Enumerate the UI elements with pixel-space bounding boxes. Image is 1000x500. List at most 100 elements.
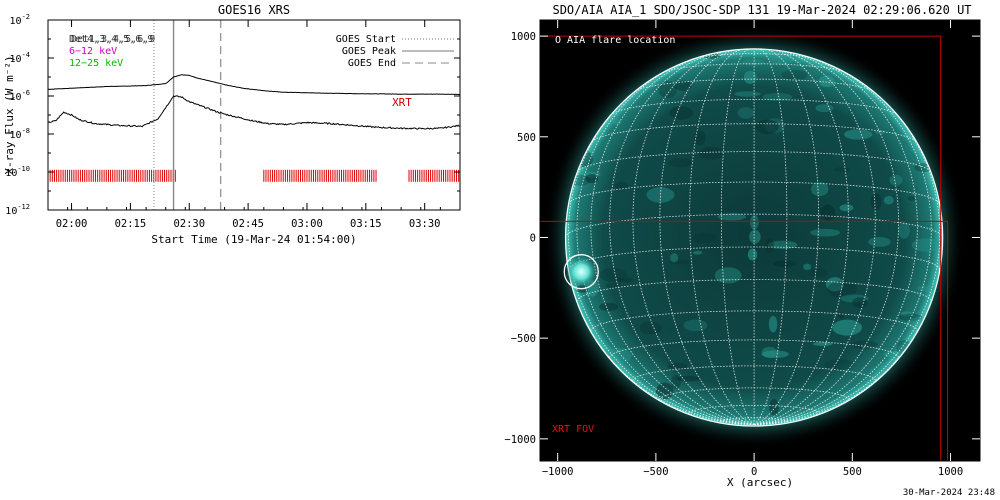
disk-feature xyxy=(669,260,691,265)
disk-feature xyxy=(868,237,891,247)
grid-line xyxy=(576,60,755,425)
disk-feature xyxy=(764,237,774,254)
disk-feature xyxy=(658,80,677,99)
aia-plot-frame xyxy=(539,19,981,462)
goes-x-ticks: 02:00 02:15 02:30 02:45 03:00 03:15 03:30 xyxy=(47,20,461,230)
disk-feature xyxy=(585,174,599,184)
disk-feature xyxy=(761,350,789,359)
disk-feature xyxy=(755,119,779,135)
aia-x-label: X (arcsec) xyxy=(727,476,793,489)
aia-y-tick-label: 0 xyxy=(530,232,536,244)
disk-feature xyxy=(699,146,724,160)
channel-12-25kev: 12−25 keV xyxy=(69,58,123,69)
solar-limb xyxy=(564,48,944,427)
aia-x-tick-label: −500 xyxy=(643,466,668,478)
xrt-fov-label: XRT FOV xyxy=(552,424,594,435)
disk-feature xyxy=(811,182,829,197)
aia-y-tick-label: 1000 xyxy=(511,31,536,43)
disk-feature xyxy=(683,319,708,332)
disk-feature xyxy=(803,263,812,270)
goes-y-label: X-ray Flux (W m⁻²) xyxy=(3,55,16,174)
goes-x-tick-label: 03:00 xyxy=(291,218,323,230)
disk-feature xyxy=(667,158,693,168)
channel-det-a: Det4,3,4,5,6,9 xyxy=(69,34,153,45)
channel-det-b: Det1,3,4,5,6,9 xyxy=(71,34,155,45)
disk-feature xyxy=(734,91,761,97)
disk-feature xyxy=(781,69,808,81)
disk-feature xyxy=(833,167,850,172)
disk-feature xyxy=(824,359,855,371)
disk-feature xyxy=(810,228,841,237)
disk-feature xyxy=(911,238,942,252)
aia-x-tick-label: 500 xyxy=(843,466,862,478)
disk-feature xyxy=(772,260,797,268)
goes-x-tick-label: 02:15 xyxy=(115,218,147,230)
goes-xrt-annotation: XRT xyxy=(392,96,412,109)
flare-location-marker xyxy=(563,254,599,290)
disk-feature xyxy=(889,174,903,186)
disk-feature xyxy=(614,182,629,190)
goes-flux-curve-long xyxy=(48,74,460,96)
grid-line xyxy=(721,48,755,425)
disk-feature xyxy=(646,187,675,203)
disk-feature xyxy=(825,277,844,292)
flare-brightening xyxy=(565,255,598,288)
aia-y-ticks: 1000 500 0 −500 −1000 xyxy=(504,31,980,446)
aia-x-ticks: −1000 −500 0 500 1000 xyxy=(542,20,963,478)
disk-feature xyxy=(844,129,873,140)
aia-flare-legend: O AIA flare location xyxy=(555,35,675,46)
goes-x-tick-label: 02:30 xyxy=(173,218,205,230)
aia-panel: SDO/AIA AIA_1 SDO/JSOC-SDP 131 19-Mar-20… xyxy=(504,3,981,489)
grid-line xyxy=(689,48,755,425)
grid-line xyxy=(754,50,900,425)
disk-feature xyxy=(839,204,854,212)
grid-line xyxy=(576,151,932,173)
goes-time-markers xyxy=(153,20,222,210)
disk-feature xyxy=(907,196,916,201)
disk-feature xyxy=(898,313,923,321)
grid-line xyxy=(754,60,932,425)
legend-goes-peak: GOES Peak xyxy=(342,46,396,57)
aia-x-tick-label: 1000 xyxy=(938,466,963,478)
footer-timestamp: 30-Mar-2024 23:48 xyxy=(903,488,995,498)
grid-line xyxy=(632,365,876,381)
disk-feature xyxy=(769,398,779,416)
disk-feature xyxy=(852,297,868,309)
aia-title: SDO/AIA AIA_1 SDO/JSOC-SDP 131 19-Mar-20… xyxy=(552,3,971,17)
disk-feature xyxy=(832,319,863,336)
legend-goes-start: GOES Start xyxy=(336,34,396,45)
disk-feature xyxy=(669,106,694,120)
disk-feature xyxy=(883,195,894,205)
disk-feature xyxy=(743,70,757,84)
grid-line xyxy=(659,49,755,425)
grid-line xyxy=(591,123,917,143)
grid-line xyxy=(568,181,941,205)
disk-feature xyxy=(639,321,663,335)
grid-line xyxy=(567,83,755,425)
disk-feature xyxy=(827,280,857,298)
disk-feature xyxy=(818,75,835,88)
disk-feature xyxy=(670,375,681,390)
disk-feature xyxy=(870,193,882,211)
goes-flux-curve-short xyxy=(48,95,460,130)
goes-title: GOES16 XRS xyxy=(218,3,290,17)
goes-x-tick-label: 03:15 xyxy=(350,218,382,230)
disk-feature xyxy=(674,80,692,92)
aia-x-tick-label: 0 xyxy=(751,466,757,478)
disk-feature xyxy=(808,268,828,278)
disk-feature xyxy=(599,268,628,282)
disk-feature xyxy=(762,93,793,101)
legend-goes-end: GOES End xyxy=(348,58,396,69)
grid-line xyxy=(754,49,876,425)
disk-feature xyxy=(692,250,703,255)
goes-xrt-bars xyxy=(47,169,460,182)
disk-feature xyxy=(820,204,836,221)
disk-feature xyxy=(761,346,778,358)
aia-y-tick-label: 500 xyxy=(517,132,536,144)
disk-feature xyxy=(768,315,778,333)
disk-feature xyxy=(616,277,634,283)
disk-feature xyxy=(851,340,878,349)
grid-line xyxy=(754,49,849,425)
